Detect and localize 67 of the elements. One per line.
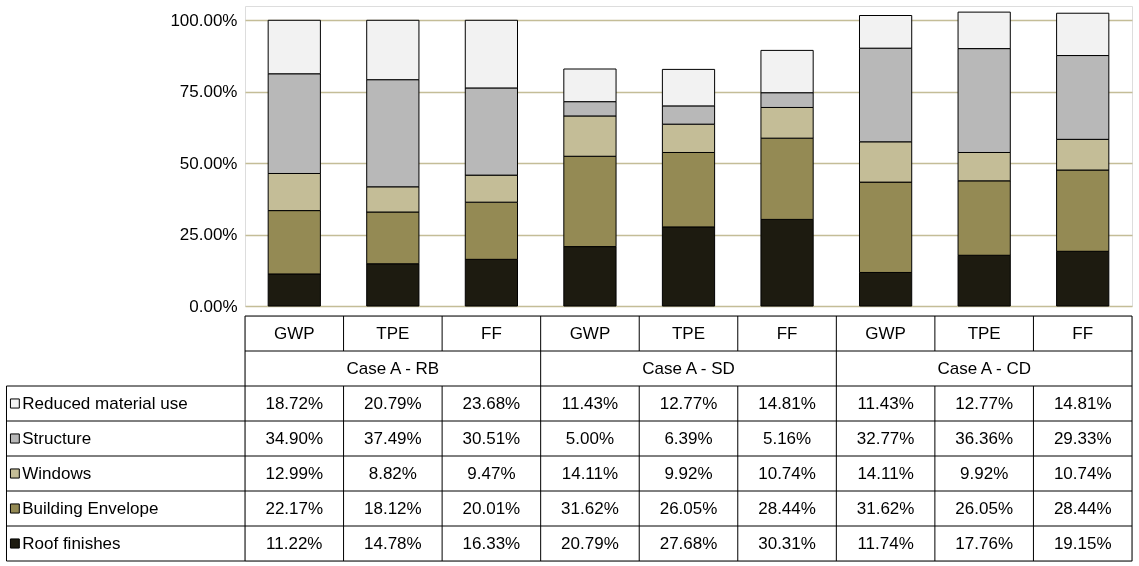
data-label: 30.31% (758, 533, 816, 553)
data-label: 20.01% (462, 498, 521, 518)
data-label: 20.79% (561, 533, 619, 553)
data-label: 16.33% (462, 533, 521, 553)
y-tick-label: 0.00% (189, 296, 238, 316)
data-label: 37.49% (364, 428, 422, 448)
legend-label: Structure (22, 428, 92, 448)
data-label: 36.36% (955, 428, 1013, 448)
data-label: 9.47% (467, 463, 516, 483)
data-label: 23.68% (462, 393, 521, 413)
data-label: 12.99% (265, 463, 324, 483)
legend-label: Roof finishes (22, 533, 121, 553)
data-label: 30.51% (462, 428, 521, 448)
text: Case A - SD (642, 358, 735, 378)
data-label: 11.22% (266, 533, 323, 553)
data-label: 14.11% (857, 463, 914, 483)
legend-label: Building Envelope (22, 498, 159, 518)
data-label: 31.62% (856, 498, 915, 518)
data-label: 11.74% (857, 533, 914, 553)
data-label: 10.74% (1053, 463, 1112, 483)
data-label: 34.90% (265, 428, 324, 448)
data-label: 11.43% (857, 393, 914, 413)
data-label: 20.79% (364, 393, 422, 413)
x-tick-label: TPE (967, 323, 1001, 343)
x-tick-label: FF (1072, 323, 1094, 343)
data-label: 26.05% (659, 498, 718, 518)
data-label: 5.16% (762, 428, 812, 448)
data-label: 18.72% (265, 393, 324, 413)
data-label: 9.92% (960, 463, 1009, 483)
y-tick-label: 75.00% (179, 82, 238, 102)
x-tick-label: TPE (376, 323, 410, 343)
data-label: 19.15% (1053, 533, 1112, 553)
data-label: 14.78% (364, 533, 422, 553)
x-tick-label: GWP (569, 323, 611, 343)
x-tick-label: FF (776, 323, 798, 343)
x-tick-label: FF (481, 323, 502, 343)
legend-label: Windows (22, 463, 92, 483)
x-tick-label: GWP (273, 323, 315, 343)
data-label: 5.00% (565, 428, 615, 448)
y-tick-label: 50.00% (179, 153, 238, 173)
text: Case A - RB (346, 358, 440, 378)
data-label: 17.76% (955, 533, 1013, 553)
data-label: 31.62% (561, 498, 619, 518)
legend-label: Reduced material use (22, 393, 188, 413)
x-tick-label: TPE (671, 323, 706, 343)
data-label: 14.11% (561, 463, 619, 483)
data-label: 26.05% (955, 498, 1013, 518)
y-tick-label: 100.00% (170, 10, 238, 30)
data-label: 12.77% (659, 393, 718, 413)
data-label: 14.81% (1053, 393, 1112, 413)
data-label: 9.92% (664, 463, 713, 483)
text: Case A - CD (937, 358, 1031, 378)
data-label: 28.44% (1053, 498, 1112, 518)
data-label: 32.77% (856, 428, 915, 448)
data-label: 6.39% (664, 428, 713, 448)
data-label: 29.33% (1053, 428, 1112, 448)
data-label: 8.82% (368, 463, 417, 483)
x-tick-label: GWP (865, 323, 906, 343)
data-label: 12.77% (955, 393, 1013, 413)
data-label: 18.12% (364, 498, 422, 518)
y-tick-label: 25.00% (179, 225, 238, 245)
data-label: 14.81% (758, 393, 816, 413)
data-label: 10.74% (758, 463, 816, 483)
data-label: 11.43% (561, 393, 619, 413)
data-label: 28.44% (758, 498, 816, 518)
data-label: 22.17% (265, 498, 324, 518)
data-label: 27.68% (659, 533, 718, 553)
